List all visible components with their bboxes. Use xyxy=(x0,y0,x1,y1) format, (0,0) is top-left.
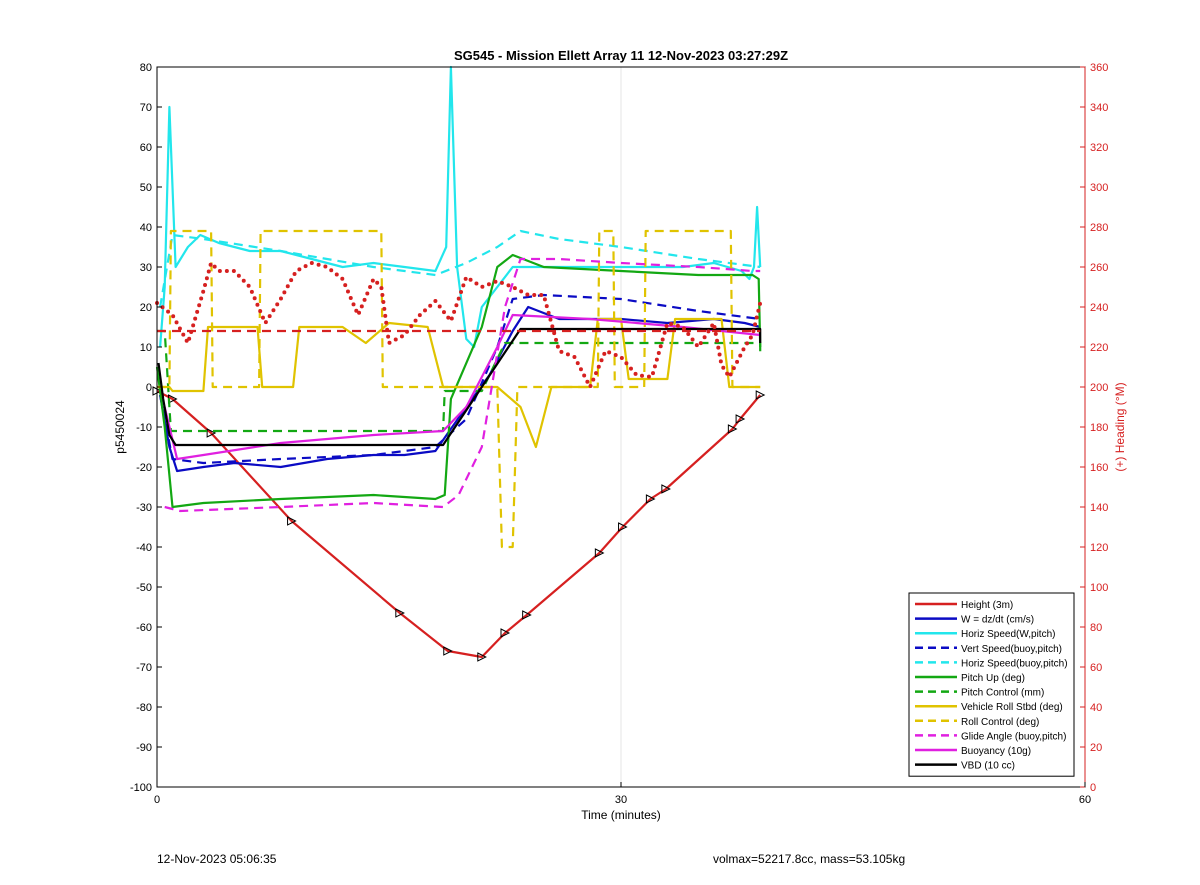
y2-tick-label: 60 xyxy=(1090,662,1102,674)
series-layer xyxy=(152,65,766,662)
y2-tick-label: 160 xyxy=(1090,462,1108,474)
chart-title: SG545 - Mission Ellett Array 11 12-Nov-2… xyxy=(454,48,788,63)
x-tick-label: 0 xyxy=(154,794,160,806)
y2-tick-label: 120 xyxy=(1090,542,1108,554)
y-tick-label: 80 xyxy=(140,62,152,74)
y-tick-label: -60 xyxy=(136,622,152,634)
height-marker xyxy=(522,610,532,620)
y-tick-label: -70 xyxy=(136,662,152,674)
y-tick-label: -80 xyxy=(136,702,152,714)
y-tick-label: -50 xyxy=(136,582,152,594)
y2-tick-label: 180 xyxy=(1090,422,1108,434)
height-marker xyxy=(395,608,405,618)
series-line-8 xyxy=(157,229,761,549)
height-marker xyxy=(727,424,738,434)
y2-axis-label: (+) Heading (°M) xyxy=(1113,382,1127,471)
legend-label: Vehicle Roll Stbd (deg) xyxy=(961,702,1063,713)
legend-label: Horiz Speed(W,pitch) xyxy=(961,629,1055,640)
y2-tick-label: 20 xyxy=(1090,742,1102,754)
y-tick-label: 50 xyxy=(140,182,152,194)
x-axis-label: Time (minutes) xyxy=(581,808,661,822)
legend-label: Pitch Up (deg) xyxy=(961,673,1025,684)
y-tick-label: 20 xyxy=(140,302,152,314)
height-marker xyxy=(594,548,605,558)
series-line-10 xyxy=(163,313,761,461)
legend-label: Buoyancy (10g) xyxy=(961,746,1031,757)
print-timestamp: 12-Nov-2023 05:06:35 xyxy=(157,852,277,866)
height-marker xyxy=(206,428,217,438)
y2-tick-label: 360 xyxy=(1090,62,1108,74)
y-tick-label: 10 xyxy=(140,342,152,354)
y2-tick-label: 260 xyxy=(1090,262,1108,274)
series-line-11 xyxy=(157,327,762,447)
y-tick-label: 60 xyxy=(140,142,152,154)
y-tick-label: -90 xyxy=(136,742,152,754)
y2-tick-label: 340 xyxy=(1090,102,1108,114)
y2-tick-label: 100 xyxy=(1090,582,1108,594)
height-marker xyxy=(661,484,671,494)
series-line-0 xyxy=(156,390,762,659)
series-line-2 xyxy=(159,65,762,349)
y-tick-label: 70 xyxy=(140,102,152,114)
y-tick-label: 30 xyxy=(140,262,152,274)
y-tick-label: -100 xyxy=(130,782,152,794)
y2-tick-label: 240 xyxy=(1090,302,1108,314)
legend-label: Height (3m) xyxy=(961,600,1013,611)
height-marker xyxy=(618,522,628,532)
legend-label: Vert Speed(buoy,pitch) xyxy=(961,644,1062,655)
y2-tick-label: 220 xyxy=(1090,342,1108,354)
y-tick-label: -40 xyxy=(136,542,152,554)
legend-label: Roll Control (deg) xyxy=(961,717,1039,728)
height-marker xyxy=(443,646,453,656)
y-tick-label: -30 xyxy=(136,502,152,514)
y2-tick-label: 300 xyxy=(1090,182,1108,194)
y2-tick-label: 280 xyxy=(1090,222,1108,234)
height-marker xyxy=(500,628,511,638)
y-axis-label: p5450024 xyxy=(113,400,127,454)
series-line-9 xyxy=(164,257,761,513)
axes: 80706050403020100-10-20-30-40-50-60-70-8… xyxy=(130,62,1108,806)
series-line-3 xyxy=(159,293,761,465)
y2-tick-label: 40 xyxy=(1090,702,1102,714)
legend-label: Horiz Speed(buoy,pitch) xyxy=(961,658,1068,669)
legend-label: VBD (10 cc) xyxy=(961,761,1015,772)
glider-parameters: volmax=52217.8cc, mass=53.105kg xyxy=(713,852,906,866)
height-marker xyxy=(755,390,766,400)
x-tick-label: 60 xyxy=(1079,794,1091,806)
y-tick-label: -20 xyxy=(136,462,152,474)
y2-tick-label: 0 xyxy=(1090,782,1096,794)
legend-box xyxy=(908,592,1075,777)
series-line-6 xyxy=(157,329,762,433)
y-tick-label: 0 xyxy=(146,382,152,394)
height-marker xyxy=(645,494,656,504)
legend: Height (3m) W = dz/dt (cm/s) Horiz Speed(W… xyxy=(908,592,1075,777)
height-marker xyxy=(735,414,746,424)
x-tick-label: 30 xyxy=(615,794,627,806)
legend-label: Pitch Control (mm) xyxy=(961,688,1044,699)
y-tick-label: 40 xyxy=(140,222,152,234)
y2-tick-label: 80 xyxy=(1090,622,1102,634)
series-line-13 xyxy=(155,261,763,389)
y2-tick-label: 200 xyxy=(1090,382,1108,394)
series-line-5 xyxy=(155,253,762,509)
legend-label: W = dz/dt (cm/s) xyxy=(961,615,1034,626)
height-marker xyxy=(287,516,297,526)
y-tick-label: -10 xyxy=(136,422,152,434)
legend-label: Glide Angle (buoy,pitch) xyxy=(961,731,1066,742)
height-marker xyxy=(477,652,487,662)
y2-tick-label: 140 xyxy=(1090,502,1108,514)
y2-tick-label: 320 xyxy=(1090,142,1108,154)
